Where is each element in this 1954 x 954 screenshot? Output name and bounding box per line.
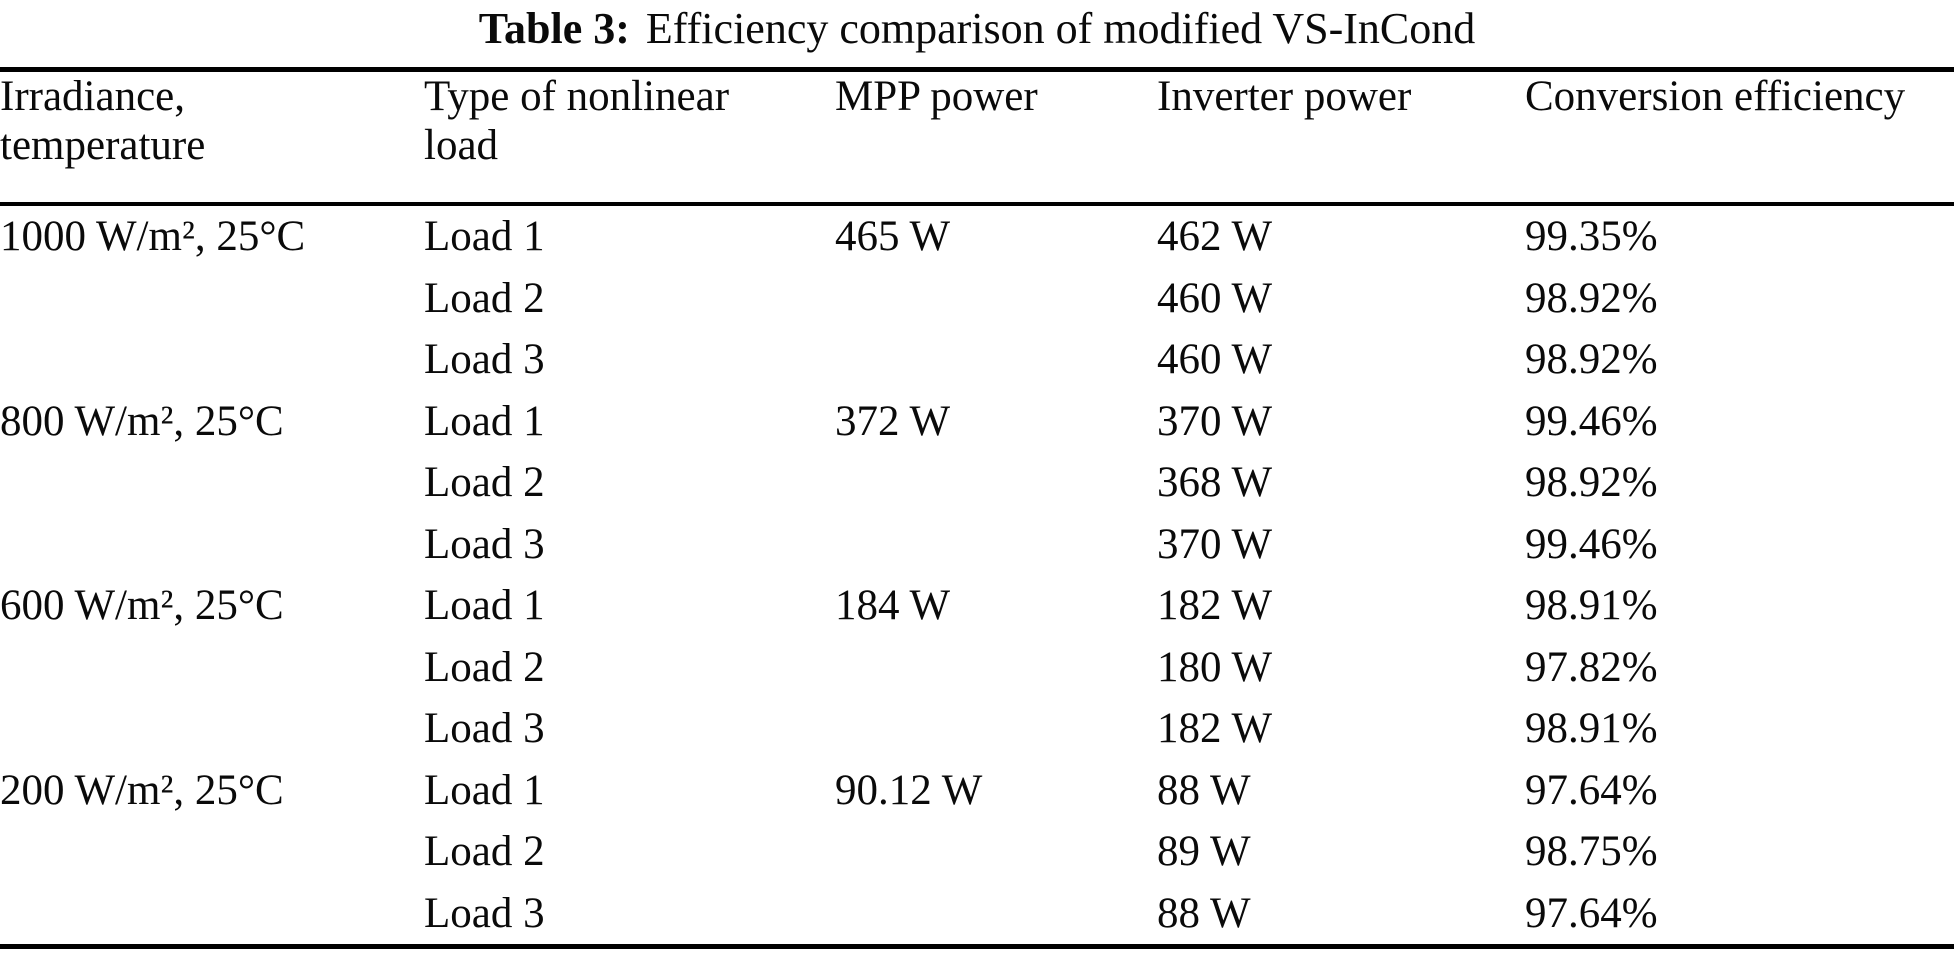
header-row: Irradiance, temperature Type of nonlinea… bbox=[0, 69, 1954, 206]
cell-efficiency: 97.64% bbox=[1525, 766, 1658, 814]
table-row: 1000 W/m², 25°C Load 1 465 W 462 W 99.35% bbox=[0, 204, 1954, 268]
cell-mpp: 90.12 W bbox=[835, 766, 983, 814]
cell-efficiency: 98.92% bbox=[1525, 274, 1658, 322]
table-row: 800 W/m², 25°C Load 1 372 W 370 W 99.46% bbox=[0, 391, 1954, 453]
cell-irradiance: 600 W/m², 25°C bbox=[0, 582, 284, 629]
table-row: Load 2 89 W 98.75% bbox=[0, 821, 1954, 883]
table-header: Irradiance, temperature Type of nonlinea… bbox=[0, 69, 1954, 206]
efficiency-comparison-table: Irradiance, temperature Type of nonlinea… bbox=[0, 67, 1954, 949]
cell-inverter: 460 W bbox=[1157, 274, 1273, 322]
column-header-conversion-efficiency: Conversion efficiency bbox=[1525, 69, 1954, 206]
table-body: 1000 W/m², 25°C Load 1 465 W 462 W 99.35% Loa… bbox=[0, 204, 1954, 947]
cell-irradiance bbox=[0, 452, 424, 514]
cell-irradiance bbox=[0, 268, 424, 330]
cell-mpp: 184 W bbox=[835, 582, 951, 629]
cell-inverter: 370 W bbox=[1157, 397, 1273, 445]
table-row: Load 3 182 W 98.91% bbox=[0, 698, 1954, 760]
table-row: Load 2 460 W 98.92% bbox=[0, 268, 1954, 330]
table-caption-label: Table 3: bbox=[478, 4, 630, 53]
cell-mpp: 372 W bbox=[835, 397, 951, 445]
cell-efficiency: 97.82% bbox=[1525, 643, 1658, 691]
column-header-mpp-power: MPP power bbox=[835, 69, 1157, 206]
cell-inverter: 180 W bbox=[1157, 643, 1273, 691]
table-row: Load 2 368 W 98.92% bbox=[0, 452, 1954, 514]
cell-irradiance bbox=[0, 514, 424, 576]
cell-load: Load 3 bbox=[424, 520, 545, 568]
cell-irradiance bbox=[0, 698, 424, 760]
cell-mpp bbox=[835, 268, 1157, 330]
column-header-inverter-power: Inverter power bbox=[1157, 69, 1525, 206]
table-row: Load 3 370 W 99.46% bbox=[0, 514, 1954, 576]
cell-load: Load 1 bbox=[424, 766, 545, 814]
cell-efficiency: 98.75% bbox=[1525, 828, 1658, 875]
cell-inverter: 89 W bbox=[1157, 828, 1251, 875]
cell-irradiance bbox=[0, 821, 424, 883]
cell-efficiency: 97.64% bbox=[1525, 889, 1658, 937]
table-row: 600 W/m², 25°C Load 1 184 W 182 W 98.91% bbox=[0, 575, 1954, 637]
cell-load: Load 1 bbox=[424, 397, 545, 445]
cell-efficiency: 99.35% bbox=[1525, 213, 1658, 260]
cell-load: Load 2 bbox=[424, 459, 545, 506]
cell-mpp bbox=[835, 883, 1157, 947]
table-row: Load 3 88 W 97.64% bbox=[0, 883, 1954, 947]
cell-efficiency: 98.91% bbox=[1525, 705, 1658, 752]
cell-load: Load 1 bbox=[424, 582, 545, 629]
cell-inverter: 88 W bbox=[1157, 766, 1251, 814]
cell-inverter: 182 W bbox=[1157, 705, 1273, 752]
cell-inverter: 370 W bbox=[1157, 520, 1273, 568]
column-header-load-type: Type of nonlinear load bbox=[424, 69, 835, 206]
cell-inverter: 88 W bbox=[1157, 889, 1251, 937]
cell-irradiance: 200 W/m², 25°C bbox=[0, 766, 284, 814]
cell-load: Load 3 bbox=[424, 889, 545, 937]
cell-irradiance bbox=[0, 637, 424, 699]
cell-load: Load 2 bbox=[424, 274, 545, 322]
cell-irradiance bbox=[0, 329, 424, 391]
cell-efficiency: 99.46% bbox=[1525, 397, 1658, 445]
cell-load: Load 2 bbox=[424, 643, 545, 691]
table-row: Load 2 180 W 97.82% bbox=[0, 637, 1954, 699]
cell-efficiency: 98.92% bbox=[1525, 459, 1658, 506]
cell-inverter: 182 W bbox=[1157, 582, 1273, 629]
cell-efficiency: 98.92% bbox=[1525, 336, 1658, 383]
cell-mpp bbox=[835, 452, 1157, 514]
column-header-irradiance-temperature: Irradiance, temperature bbox=[0, 69, 424, 206]
cell-irradiance: 1000 W/m², 25°C bbox=[0, 213, 306, 260]
cell-load: Load 3 bbox=[424, 705, 545, 752]
cell-inverter: 368 W bbox=[1157, 459, 1273, 506]
cell-inverter: 462 W bbox=[1157, 213, 1273, 260]
cell-mpp: 465 W bbox=[835, 213, 951, 260]
table-caption: Table 3: Efficiency comparison of modifie… bbox=[0, 0, 1954, 67]
cell-efficiency: 99.46% bbox=[1525, 520, 1658, 568]
cell-efficiency: 98.91% bbox=[1525, 582, 1658, 629]
cell-mpp bbox=[835, 821, 1157, 883]
table-caption-text: Efficiency comparison of modified VS-InC… bbox=[645, 4, 1476, 53]
cell-mpp bbox=[835, 698, 1157, 760]
cell-irradiance: 800 W/m², 25°C bbox=[0, 397, 284, 445]
cell-load: Load 3 bbox=[424, 336, 545, 383]
cell-mpp bbox=[835, 514, 1157, 576]
cell-load: Load 2 bbox=[424, 828, 545, 875]
cell-load: Load 1 bbox=[424, 213, 545, 260]
cell-inverter: 460 W bbox=[1157, 336, 1273, 383]
cell-irradiance bbox=[0, 883, 424, 947]
table-row: 200 W/m², 25°C Load 1 90.12 W 88 W 97.64% bbox=[0, 760, 1954, 822]
cell-mpp bbox=[835, 637, 1157, 699]
table-row: Load 3 460 W 98.92% bbox=[0, 329, 1954, 391]
cell-mpp bbox=[835, 329, 1157, 391]
